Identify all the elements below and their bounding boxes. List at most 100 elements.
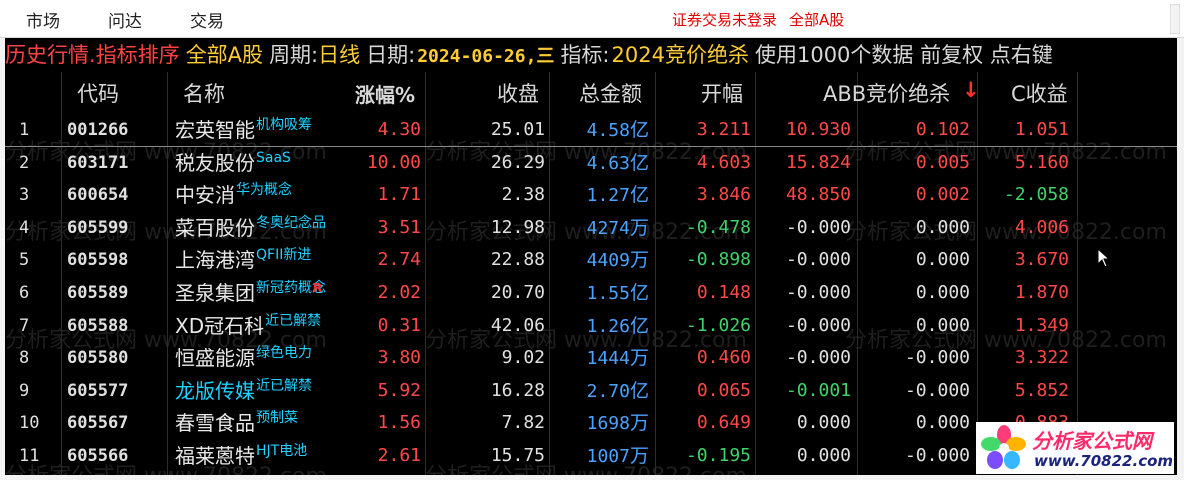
stock-code[interactable]: 605577: [67, 380, 129, 401]
abb-value: -0.001: [785, 379, 851, 401]
abb-value: 10.930: [785, 119, 851, 140]
abb-value: 15.824: [785, 151, 851, 173]
c-return: 1.051: [1014, 119, 1069, 140]
amount-value: 1007: [586, 446, 630, 467]
table-row[interactable]: 5 605598 上海港湾QFII新进 2.74 22.88 4409万 -0.898 -0.…: [5, 244, 1177, 277]
open-pct: 4.603: [696, 151, 751, 173]
auction-kill-value: 0.000: [915, 314, 970, 336]
concept-tag: 近已解禁: [256, 377, 312, 394]
open-pct: -0.195: [685, 445, 751, 466]
board-status[interactable]: 全部A股: [789, 11, 845, 29]
menu-item-market[interactable]: 市场: [26, 12, 60, 32]
stock-code[interactable]: 600654: [67, 185, 129, 206]
header-abb[interactable]: ABB竞价绝杀: [823, 82, 951, 106]
amount-unit: 万: [629, 249, 649, 272]
menu-item-trade[interactable]: 交易: [190, 12, 224, 32]
c-return: 1.870: [1014, 282, 1069, 303]
stock-name-cell[interactable]: 春雪食品预制菜: [175, 407, 298, 442]
total-amount: 1.27亿: [587, 179, 649, 212]
abb-value: -0.000: [785, 282, 851, 303]
column-divider: [977, 72, 978, 475]
change-pct: 1.71: [377, 184, 421, 206]
total-amount: 1.26亿: [587, 310, 649, 343]
stock-code[interactable]: 605598: [67, 250, 129, 271]
amount-unit: 万: [629, 347, 649, 370]
stock-name-cell[interactable]: 圣泉集团新冠药概念 R: [175, 277, 326, 312]
c-return: 1.349: [1014, 314, 1069, 336]
sort-desc-icon[interactable]: ↓: [962, 78, 980, 102]
stock-code[interactable]: 605566: [67, 446, 129, 466]
row-index: 9: [19, 380, 30, 401]
row-index: 11: [19, 446, 40, 466]
table-row[interactable]: 3 600654 中安消华为概念 1.71 2.38 1.27亿 3.846 48.850 0.…: [5, 179, 1177, 212]
stock-name-cell[interactable]: 中安消华为概念: [175, 179, 292, 214]
table-row[interactable]: 6 605589 圣泉集团新冠药概念 R 2.02 20.70 1.55亿 0.148 -0.0…: [5, 277, 1177, 310]
stock-name-cell[interactable]: 菜百股份冬奥纪念品: [175, 212, 326, 247]
indicator-value[interactable]: 2024竞价绝杀: [611, 43, 749, 67]
stock-code[interactable]: 605588: [67, 315, 129, 336]
close-price: 22.88: [490, 249, 545, 271]
amount-unit: 万: [629, 216, 649, 239]
header-close[interactable]: 收盘: [497, 82, 539, 106]
header-code[interactable]: 代码: [77, 82, 119, 106]
stock-name: 中安消: [175, 183, 235, 208]
total-amount: 1007万: [587, 440, 649, 473]
trade-login-status[interactable]: 证券交易未登录: [672, 11, 778, 29]
table-row[interactable]: 8 605580 恒盛能源绿色电力 3.80 9.02 1444万 0.460 -0.000 -…: [5, 342, 1177, 375]
table-header: 代码 名称 涨幅% 收盘 总金额 开幅 ABB竞价绝杀 ↓ C收益: [5, 72, 1177, 112]
header-open[interactable]: 开幅: [701, 82, 743, 106]
stock-code[interactable]: 605589: [67, 283, 129, 303]
total-amount: 4274万: [587, 212, 649, 245]
r-badge: R: [313, 281, 323, 295]
row-index: 1: [19, 120, 30, 140]
stock-name-cell[interactable]: 上海港湾QFII新进: [175, 244, 311, 279]
stock-code[interactable]: 605580: [67, 348, 129, 369]
c-return: 3.322: [1014, 347, 1069, 369]
header-change[interactable]: 涨幅%: [355, 83, 416, 107]
table-row[interactable]: 7 605588 XD冠石科近已解禁 0.31 42.06 1.26亿 -1.026 -0.0…: [5, 310, 1177, 343]
open-pct: 0.649: [696, 412, 751, 434]
stock-code[interactable]: 001266: [67, 120, 129, 140]
period-value[interactable]: 日线: [318, 43, 361, 67]
amount-unit: 亿: [629, 282, 649, 304]
open-pct: -0.898: [685, 249, 751, 271]
stock-name-cell[interactable]: XD冠石科近已解禁: [175, 310, 321, 345]
stock-code[interactable]: 605599: [67, 217, 129, 238]
stock-name-cell[interactable]: 福莱蒽特HJT电池: [175, 440, 307, 475]
header-name[interactable]: 名称: [183, 82, 225, 106]
stock-code[interactable]: 603171: [67, 152, 129, 173]
stock-name: 菜百股份: [175, 215, 255, 240]
header-c[interactable]: C收益: [1011, 82, 1068, 106]
change-pct: 2.61: [377, 445, 421, 466]
abb-value: 0.000: [796, 412, 851, 434]
view-mode[interactable]: 历史行情.指标排序: [5, 43, 180, 67]
stock-name-cell[interactable]: 宏英智能机构吸筹: [175, 114, 312, 149]
table-row[interactable]: 1 001266 宏英智能机构吸筹 4.30 25.01 4.58亿 3.211 10.930…: [5, 114, 1177, 147]
table-row[interactable]: 2 603171 税友股份SaaS 10.00 26.29 4.63亿 4.603 15.82…: [5, 147, 1177, 180]
stock-name: XD冠石科: [175, 313, 265, 338]
menu-item-wenda[interactable]: 问达: [108, 12, 142, 32]
stock-name: 福莱蒽特: [175, 444, 255, 468]
open-pct: -1.026: [685, 314, 751, 336]
stock-name-cell[interactable]: 龙版传媒近已解禁: [175, 375, 312, 410]
status-bar: 证券交易未登录 全部A股: [672, 9, 856, 30]
stock-code[interactable]: 605567: [67, 413, 129, 434]
date-value[interactable]: 2024-06-26,三: [417, 46, 555, 67]
table-row[interactable]: 4 605599 菜百股份冬奥纪念品 3.51 12.98 4274万 -0.478 -0.0…: [5, 212, 1177, 245]
close-price: 42.06: [490, 314, 545, 336]
header-amount[interactable]: 总金额: [579, 82, 642, 106]
amount-value: 4409: [586, 250, 630, 272]
table-row[interactable]: 9 605577 龙版传媒近已解禁 5.92 16.28 2.70亿 0.065 -0.001…: [5, 375, 1177, 408]
concept-tag: 华为概念: [236, 182, 292, 199]
abb-value: -0.000: [785, 216, 851, 238]
scroll-up-icon[interactable]: [1170, 4, 1180, 34]
board-name[interactable]: 全部A股: [185, 43, 264, 67]
total-amount: 4.63亿: [587, 147, 649, 180]
close-price: 7.82: [501, 412, 545, 434]
column-divider: [167, 72, 168, 475]
change-pct: 5.92: [377, 379, 421, 401]
stock-name-cell[interactable]: 税友股份SaaS: [175, 147, 291, 182]
stock-name-cell[interactable]: 恒盛能源绿色电力: [175, 342, 312, 377]
auction-kill-value: 0.102: [915, 119, 970, 140]
indicator-label: 指标:: [560, 43, 610, 67]
